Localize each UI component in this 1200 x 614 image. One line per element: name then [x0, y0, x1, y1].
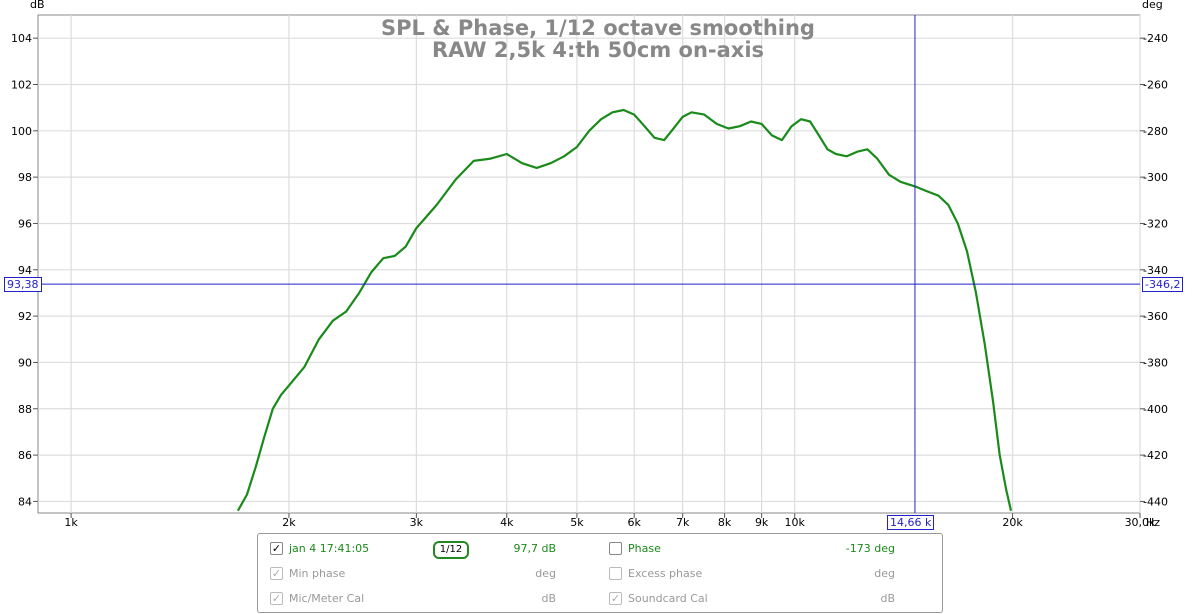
x-tick-label: 9k	[755, 516, 769, 529]
min-phase-checkbox[interactable]: ✓	[270, 567, 283, 580]
y-right-tick-label: -280	[1143, 125, 1168, 138]
x-tick-label: 20k	[1002, 516, 1023, 529]
y-axis-left-ticks: 84 86 88 90 92 94 96 98 100 102 104	[11, 32, 38, 508]
x-tick-label: 10k	[785, 516, 806, 529]
y-right-tick-label: -400	[1143, 403, 1168, 416]
y-left-tick-label: 100	[11, 125, 32, 138]
chart-title: SPL & Phase, 1/12 octave smoothing	[381, 16, 815, 40]
y-right-tick-label: -300	[1143, 171, 1168, 184]
x-tick-label: 3k	[410, 516, 424, 529]
y-right-tick-label: -440	[1143, 495, 1168, 508]
y-right-tick-label: -260	[1143, 78, 1168, 91]
x-tick-label: 1k	[64, 516, 78, 529]
y-right-tick-label: -380	[1143, 356, 1168, 369]
soundcard-cal-checkbox[interactable]: ✓	[609, 592, 622, 605]
cursor-y-right-readout: -346,2	[1142, 277, 1184, 293]
min-phase-unit: deg	[535, 567, 556, 580]
legend-row-min-phase: ✓ Min phase deg Excess phase deg	[258, 561, 942, 585]
mic-cal-label: Mic/Meter Cal	[289, 592, 365, 605]
soundcard-cal-unit: dB	[880, 592, 895, 605]
smoothing-button[interactable]: 1/12	[433, 541, 469, 559]
min-phase-label: Min phase	[289, 567, 346, 580]
y-left-tick-label: 88	[18, 403, 32, 416]
y-axis-left-label: dB	[30, 0, 45, 11]
y-left-tick-label: 98	[18, 171, 32, 184]
excess-phase-label: Excess phase	[628, 567, 703, 580]
x-axis-label: Hz	[1146, 516, 1160, 529]
x-tick-label: 6k	[628, 516, 642, 529]
y-left-tick-label: 84	[18, 495, 32, 508]
mic-cal-checkbox[interactable]: ✓	[270, 592, 283, 605]
x-tick-label: 2k	[282, 516, 296, 529]
x-tick-label: 30,0k	[1125, 516, 1156, 529]
y-right-tick-label: -240	[1143, 32, 1168, 45]
y-left-tick-label: 102	[11, 78, 32, 91]
y-axis-right-ticks: -440 -420 -400 -380 -360 -340 -320 -300 -280 -260…	[1140, 32, 1168, 508]
y-left-tick-label: 94	[18, 264, 32, 277]
y-right-tick-label: -360	[1143, 310, 1168, 323]
spl-value: 97,7 dB	[513, 542, 556, 555]
legend-row-spl: ✓ jan 4 17:41:05 1/12 97,7 dB Phase -173…	[258, 536, 942, 560]
legend-panel: ✓ jan 4 17:41:05 1/12 97,7 dB Phase -173…	[257, 533, 943, 613]
phase-checkbox[interactable]	[609, 542, 622, 555]
x-tick-label: 4k	[500, 516, 514, 529]
cursor-y-left-readout: 93,38	[4, 277, 42, 293]
phase-label: Phase	[628, 542, 661, 555]
x-tick-label: 8k	[718, 516, 732, 529]
y-left-tick-label: 96	[18, 217, 32, 230]
x-tick-label: 5k	[570, 516, 584, 529]
chart-subtitle: RAW 2,5k 4:th 50cm on-axis	[432, 38, 764, 62]
excess-phase-checkbox[interactable]	[609, 567, 622, 580]
spl-trace-label: jan 4 17:41:05	[289, 542, 370, 555]
y-left-tick-label: 86	[18, 449, 32, 462]
grid-lines	[38, 15, 1141, 513]
mic-cal-unit: dB	[541, 592, 556, 605]
cursor-x-readout: 14,66 k	[886, 515, 935, 530]
spl-checkbox[interactable]: ✓	[270, 542, 283, 555]
y-right-tick-label: -320	[1143, 217, 1168, 230]
phase-value: -173 deg	[845, 542, 895, 555]
spl-trace-line	[236, 108, 1013, 512]
y-axis-right-label: deg	[1142, 0, 1163, 11]
y-left-tick-label: 92	[18, 310, 32, 323]
y-right-tick-label: -420	[1143, 449, 1168, 462]
plot-area[interactable]	[37, 14, 1141, 514]
spl-series	[236, 108, 1013, 512]
y-left-tick-label: 104	[11, 32, 32, 45]
y-right-tick-label: -340	[1143, 264, 1168, 277]
y-left-tick-label: 90	[18, 356, 32, 369]
x-tick-label: 7k	[676, 516, 690, 529]
soundcard-cal-label: Soundcard Cal	[628, 592, 708, 605]
legend-row-cal: ✓ Mic/Meter Cal dB ✓ Soundcard Cal dB	[258, 586, 942, 610]
excess-phase-unit: deg	[874, 567, 895, 580]
